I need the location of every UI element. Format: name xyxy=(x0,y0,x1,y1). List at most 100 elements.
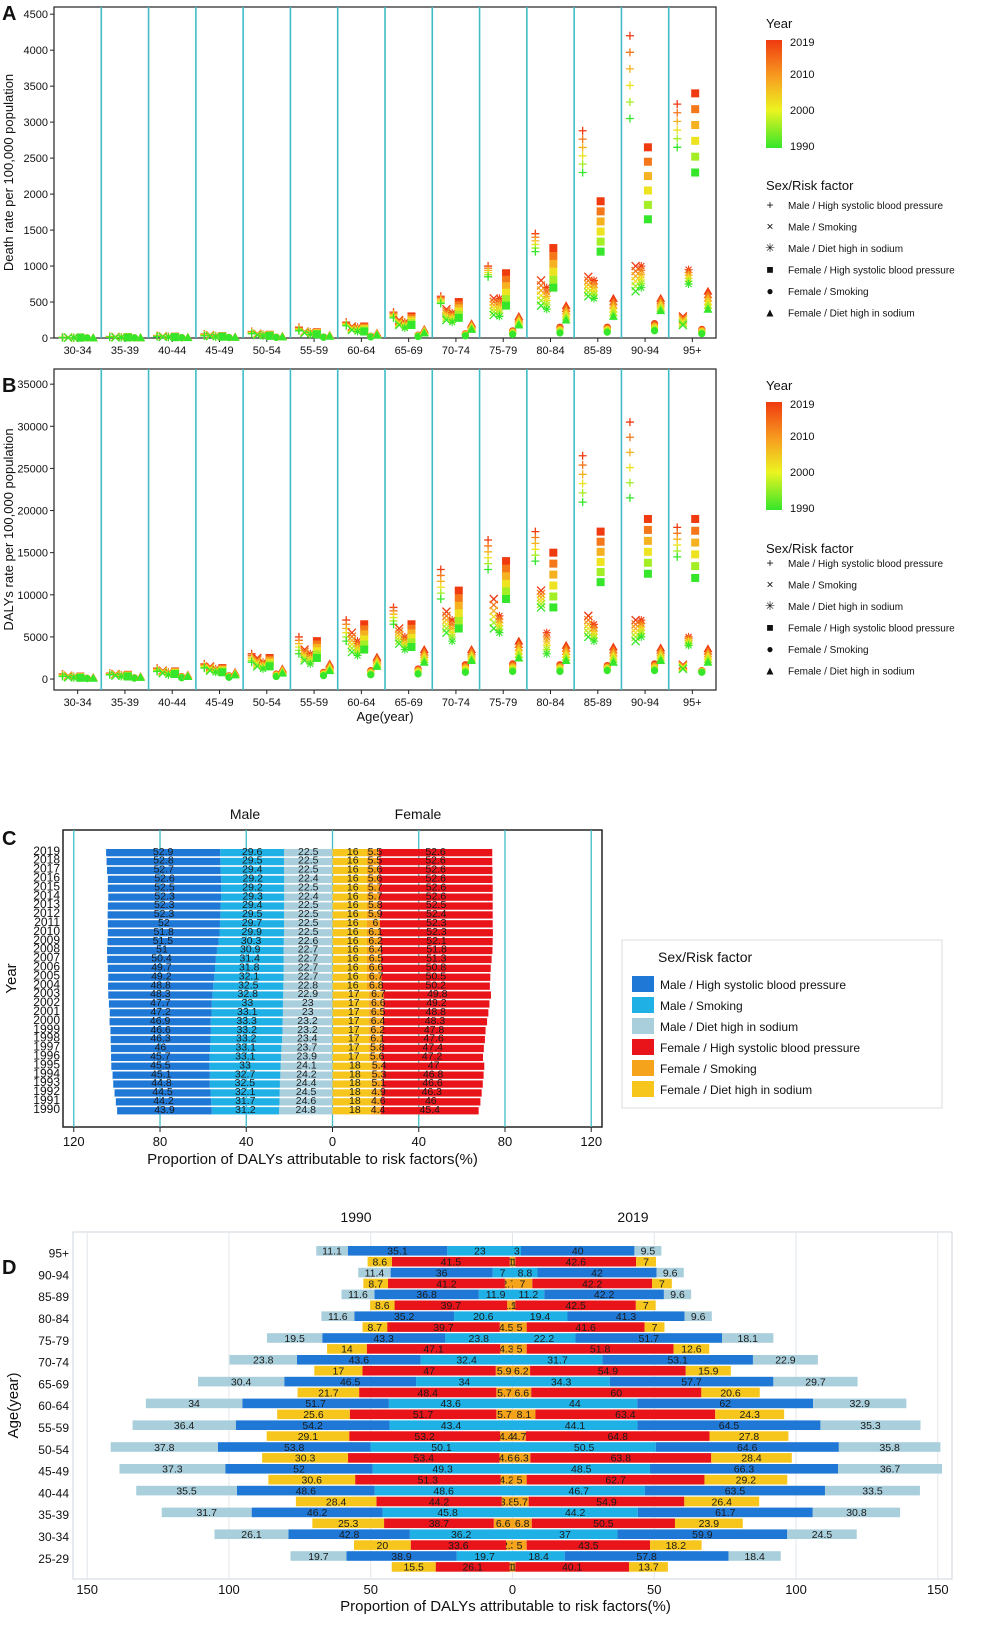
legend-a-sex-title: Sex/Risk factor xyxy=(766,178,854,193)
bar-segment-male xyxy=(283,857,333,866)
bar-segment-female-1990 xyxy=(496,1409,513,1420)
x-axis-label: Proportion of DALYs attributable to risk… xyxy=(340,1598,671,1615)
marker-star xyxy=(542,283,551,292)
bar-segment-male-2019 xyxy=(512,1311,568,1321)
legend-swatch xyxy=(632,1018,654,1034)
y-tick-label: 2018 xyxy=(33,853,60,867)
y-tick-label: 2002 xyxy=(33,995,60,1009)
marker-star xyxy=(684,641,693,650)
bar-segment-male xyxy=(218,938,284,946)
bar-segment-female xyxy=(366,929,381,937)
bar-segment-male-1990 xyxy=(251,1507,383,1518)
bar-segment-female-2019 xyxy=(526,1474,705,1485)
marker-square xyxy=(76,333,85,342)
bar-segment-female xyxy=(383,1009,489,1017)
marker-square xyxy=(549,559,558,568)
bar-segment-female xyxy=(332,893,367,901)
y-tick-label: 1996 xyxy=(33,1048,60,1062)
legend-symbol: ▲ xyxy=(764,664,776,678)
bar-segment-male-2019 xyxy=(656,1267,684,1278)
bar-value-label: 42 xyxy=(591,1267,603,1279)
marker-cross xyxy=(394,636,404,646)
bar-value-label: 30.3 xyxy=(295,1453,316,1465)
bar-value-label: 31.7 xyxy=(196,1507,217,1519)
bar-value-label: 46 xyxy=(425,1095,437,1107)
bar-segment-female xyxy=(369,991,384,999)
bar-value-label: 51 xyxy=(156,944,168,956)
bar-segment-male xyxy=(115,1098,212,1106)
bar-value-label: 17 xyxy=(348,997,360,1009)
marker-star xyxy=(542,649,551,658)
bar-value-label: 5.7 xyxy=(368,890,383,902)
bar-segment-female-2019 xyxy=(512,1474,527,1485)
bar-value-label: 32.7 xyxy=(235,1068,256,1080)
marker-star xyxy=(542,296,551,305)
bar-segment-female-2019 xyxy=(515,1256,637,1267)
bar-value-label: 50.4 xyxy=(151,953,172,965)
marker-square xyxy=(691,562,700,571)
bar-segment-male xyxy=(113,1080,210,1088)
bar-segment-female xyxy=(366,938,381,946)
bar-value-label: 18 xyxy=(349,1077,361,1089)
marker-square xyxy=(643,547,652,556)
bar-value-label: 52.6 xyxy=(426,864,447,876)
bar-value-label: 52.1 xyxy=(426,935,447,947)
marker-plus xyxy=(531,557,540,566)
bar-segment-female-2019 xyxy=(673,1344,710,1354)
bar-value-label: 26.4 xyxy=(712,1496,733,1508)
bar-segment-male xyxy=(281,1044,333,1053)
marker-circle xyxy=(414,670,422,678)
bar-value-label: 48.6 xyxy=(296,1485,317,1497)
marker-circle xyxy=(461,332,469,340)
bar-value-label: 16 xyxy=(347,864,359,876)
marker-star xyxy=(495,628,504,637)
x-tick-label: 85-89 xyxy=(584,697,612,709)
marker-plus xyxy=(200,331,209,340)
bar-value-label: 53.1 xyxy=(667,1355,688,1367)
legend-a-tick-2010: 2010 xyxy=(790,69,814,81)
bar-segment-male-1990 xyxy=(389,1420,513,1430)
legend-label: Male / Diet high in sodium xyxy=(788,602,903,613)
bar-value-label: 52.3 xyxy=(154,908,175,920)
marker-plus xyxy=(625,64,634,73)
bar-value-label: 18 xyxy=(349,1059,361,1071)
bar-segment-female xyxy=(379,911,493,919)
marker-cross xyxy=(678,317,688,327)
legend-label: Male / High systolic blood pressure xyxy=(788,201,944,212)
marker-plus xyxy=(673,126,682,135)
bar-value-label: 29.9 xyxy=(242,926,263,938)
bar-segment-female xyxy=(332,920,367,928)
bar-segment-male-2019 xyxy=(512,1442,656,1452)
marker-square xyxy=(691,550,700,559)
marker-plus xyxy=(484,272,493,281)
bar-value-label: 5.9 xyxy=(368,908,383,920)
bar-segment-female xyxy=(332,884,367,892)
bar-value-label: 1 xyxy=(511,1562,517,1574)
group-label-female: Female xyxy=(395,806,442,822)
bar-segment-male xyxy=(114,1089,211,1097)
marker-square xyxy=(643,200,652,209)
bar-value-label: 3 xyxy=(514,1246,520,1258)
marker-plus xyxy=(578,461,587,470)
bar-segment-male xyxy=(106,946,217,955)
bar-value-label: 31.8 xyxy=(239,961,260,973)
bar-value-label: 34 xyxy=(188,1398,200,1410)
marker-square xyxy=(502,572,511,581)
marker-cross xyxy=(394,639,404,649)
bar-segment-male xyxy=(210,1044,282,1053)
marker-square xyxy=(265,662,274,671)
marker-square xyxy=(643,143,652,152)
bar-value-label: 19.4 xyxy=(530,1311,551,1323)
marker-square xyxy=(596,217,605,226)
bar-value-label: 30.8 xyxy=(846,1507,867,1519)
bar-value-label: 44.2 xyxy=(565,1507,586,1519)
y-axis-label: Year xyxy=(3,963,20,993)
marker-star xyxy=(542,292,551,301)
bar-value-label: 62 xyxy=(719,1398,731,1410)
marker-plus xyxy=(578,135,587,144)
bar-value-label: 52.7 xyxy=(154,864,175,876)
marker-square xyxy=(454,594,463,603)
bar-segment-male-1990 xyxy=(110,1442,218,1452)
bar-segment-male xyxy=(283,884,333,892)
